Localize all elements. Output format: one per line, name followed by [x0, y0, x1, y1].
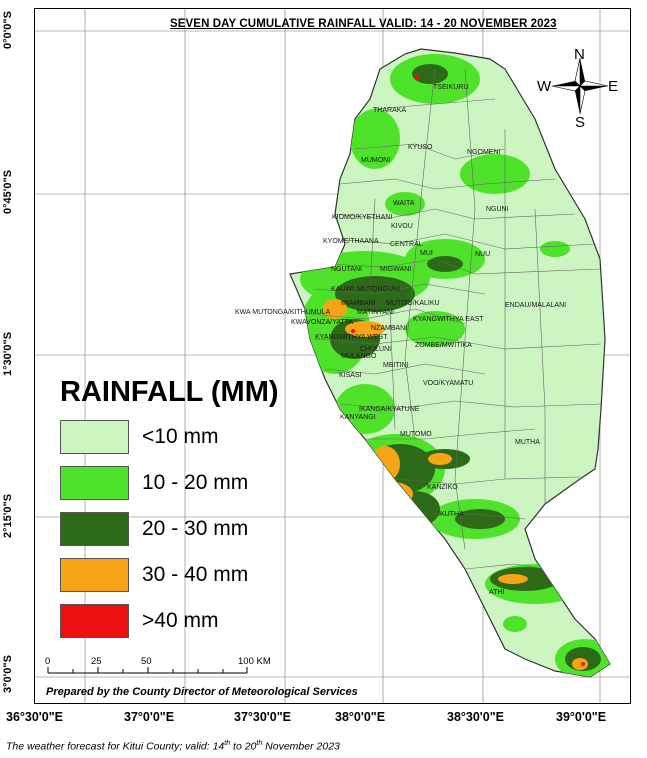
longitude-label: 38°30'0"E	[447, 710, 504, 724]
legend-item: >40 mm	[60, 604, 320, 638]
latitude-label: 1°30'0"S	[2, 331, 14, 377]
legend-swatch	[60, 420, 129, 454]
legend-label: 10 - 20 mm	[142, 471, 249, 494]
longitude-label: 38°0'0"E	[335, 710, 386, 724]
legend-item: 30 - 40 mm	[60, 558, 320, 592]
place-label: NGOMENI	[467, 149, 501, 156]
map-frame: TSEIKURU THARAKA KYUSO NGOMENI MUMONI WA…	[34, 8, 631, 704]
place-label: VOO/KYAMATU	[423, 380, 473, 387]
longitude-label: 37°0'0"E	[124, 710, 175, 724]
latitude-label: 0°45'0"S	[2, 169, 14, 215]
compass-e: E	[608, 78, 619, 95]
map-title: SEVEN DAY CUMULATIVE RAINFALL VALID: 14 …	[170, 18, 557, 30]
legend-swatch	[60, 512, 129, 546]
legend-label: 30 - 40 mm	[142, 563, 249, 586]
place-label: MULANGO	[341, 353, 377, 360]
place-label: ZOMBE/MWITIKA	[415, 342, 472, 349]
place-label: MUMONI	[361, 157, 390, 164]
place-label: KYOME/THAANA	[323, 238, 379, 245]
place-label: TSEIKURU	[433, 84, 468, 91]
compass-s: S	[575, 114, 586, 131]
scale-tick-label: 25	[91, 656, 102, 667]
legend-label: <10 mm	[142, 425, 219, 448]
scale-tick-label: 50	[141, 656, 152, 667]
place-label: MUTOMO	[400, 431, 432, 438]
legend-swatch	[60, 466, 129, 500]
legend-label: 20 - 30 mm	[142, 517, 249, 540]
scale-bar	[47, 667, 248, 674]
place-label: KANYANGI	[340, 414, 376, 421]
place-label: MUTHA	[515, 439, 540, 446]
place-label: ENDAU/MALALANI	[505, 302, 566, 309]
place-label: KYANGWITHYA EAST	[413, 316, 484, 323]
ward-boundaries	[309, 68, 602, 570]
scale-tick-label: 0	[45, 656, 51, 667]
legend-item: 10 - 20 mm	[60, 466, 320, 500]
longitude-label: 37°30'0"E	[234, 710, 291, 724]
scale-tick-label: 100 KM	[238, 656, 271, 667]
place-label: KYANGWITHYA WEST	[315, 334, 388, 341]
legend-swatch	[60, 604, 129, 638]
place-label: KWAVONZA/YATTA	[291, 319, 354, 326]
place-label: IKUTHA	[438, 511, 464, 518]
place-label: NUU	[475, 251, 490, 258]
longitude-label: 39°0'0"E	[556, 710, 607, 724]
place-label: WAITA	[393, 200, 415, 207]
place-label: NGUNI	[486, 206, 509, 213]
place-label: KIVOU	[391, 223, 413, 230]
place-label: MUTITO/KALIKU	[386, 300, 440, 307]
place-label: MATINYANI	[357, 309, 394, 316]
compass-w: W	[537, 78, 552, 95]
place-label: KYUSO	[408, 144, 433, 151]
place-label: MUI	[420, 250, 433, 257]
caption-sup: th	[224, 740, 231, 747]
legend-item: <10 mm	[60, 420, 320, 454]
latitude-label: 0°0'0"S	[2, 11, 14, 49]
place-label: MBITINI	[383, 362, 409, 369]
latitude-label: 2°15'0"S	[2, 493, 14, 539]
place-label: KISASI	[339, 372, 362, 379]
place-label: THARAKA	[373, 107, 406, 114]
rainfall-map: TSEIKURU THARAKA KYUSO NGOMENI MUMONI WA…	[35, 9, 630, 703]
county-boundary	[289, 48, 611, 678]
place-label: CHULUNI	[360, 346, 391, 353]
place-label: IKANGA/KYATUNE	[359, 406, 420, 413]
place-label: NZAMBANI	[371, 325, 407, 332]
compass-rose-icon	[551, 57, 609, 115]
place-label: MIAMBANI	[341, 300, 376, 307]
place-label: NGUTANI	[331, 266, 362, 273]
place-label: KAUWI	[331, 286, 354, 293]
prepared-by-note: Prepared by the County Director of Meteo…	[46, 686, 358, 698]
legend-item: 20 - 30 mm	[60, 512, 320, 546]
legend-swatch	[60, 558, 129, 592]
caption-sup: th	[256, 740, 263, 747]
place-label: MUTONGUNI	[357, 286, 400, 293]
legend-label: >40 mm	[142, 609, 219, 632]
caption-text: The weather forecast for Kitui County; v…	[6, 740, 225, 753]
place-label: KIOMO/KYETHANI	[332, 214, 392, 221]
longitude-label: 36°30'0"E	[6, 710, 63, 724]
place-label: MIGWANI	[380, 266, 411, 273]
place-label: ATHI	[489, 589, 504, 596]
place-label: CENTRAL	[390, 241, 423, 248]
place-labels: TSEIKURU THARAKA KYUSO NGOMENI MUMONI WA…	[235, 84, 566, 596]
latitude-label: 3°0'0"S	[2, 655, 14, 693]
compass-n: N	[574, 46, 585, 63]
caption-text: November 2023	[262, 740, 340, 753]
figure-caption: The weather forecast for Kitui County; v…	[6, 740, 340, 753]
caption-text: to 20	[230, 740, 257, 753]
place-label: KWA MUTONGA/KITHUMULA	[235, 309, 331, 316]
legend-title: RAINFALL (MM)	[60, 376, 279, 408]
place-label: KANZIKO	[427, 484, 458, 491]
